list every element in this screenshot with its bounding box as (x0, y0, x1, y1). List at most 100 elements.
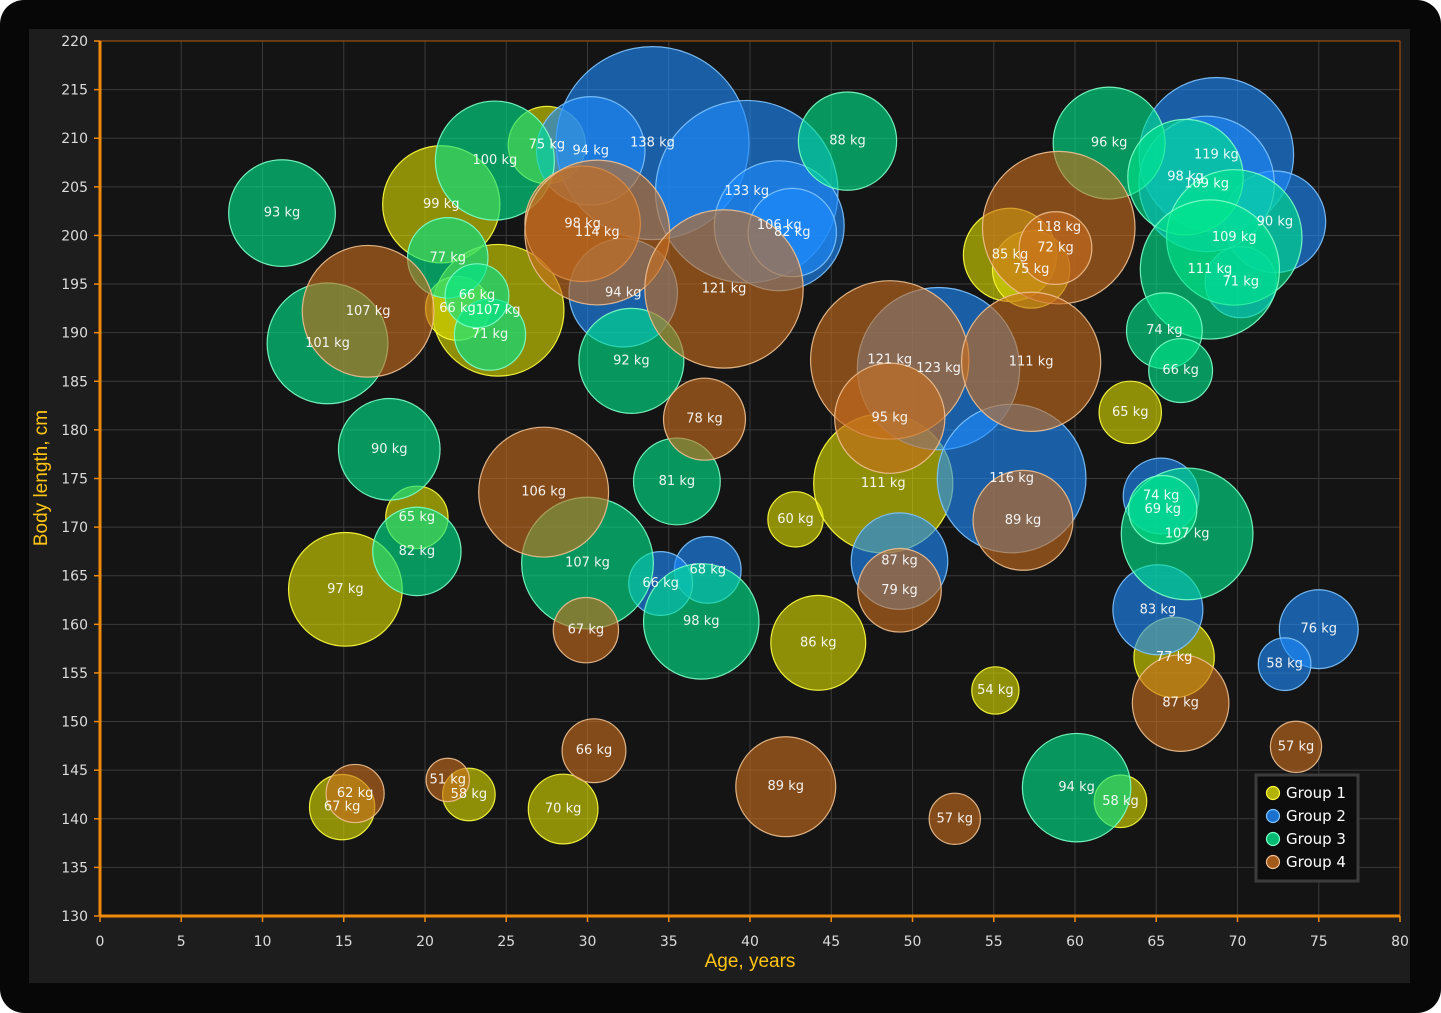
legend-marker (1265, 831, 1281, 847)
bubble-label: 99 kg (423, 197, 459, 212)
bubble-label: 79 kg (881, 583, 917, 598)
bubble-label: 76 kg (1301, 622, 1337, 637)
bubble (325, 763, 385, 824)
bubble (425, 757, 471, 803)
bubble-label: 71 kg (472, 327, 508, 342)
x-tick-label: 40 (741, 934, 759, 950)
bubble-label: 62 kg (337, 786, 373, 801)
bubble-label: 72 kg (1037, 241, 1073, 256)
y-tick-label: 150 (61, 715, 88, 731)
bubble-label: 90 kg (371, 442, 407, 457)
bubble (434, 100, 555, 221)
bubble-label: 100 kg (473, 153, 518, 168)
y-tick-label: 130 (61, 909, 88, 925)
bubble-label: 70 kg (545, 802, 581, 817)
x-tick-label: 75 (1310, 934, 1328, 950)
y-tick-label: 185 (61, 374, 88, 390)
bubble-label: 89 kg (768, 779, 804, 794)
bubble-label: 87 kg (881, 554, 917, 569)
bubble-label: 69 kg (1145, 502, 1181, 517)
bubble-label: 98 kg (683, 614, 719, 629)
bubble-label: 114 kg (575, 225, 620, 240)
bubble-label: 83 kg (1140, 602, 1176, 617)
bubble-label: 121 kg (867, 352, 912, 367)
y-tick-label: 140 (61, 812, 88, 828)
bubble-label: 71 kg (1223, 275, 1259, 290)
bubble-label: 66 kg (459, 288, 495, 303)
bubble-label: 116 kg (989, 471, 1034, 486)
bubble-label: 51 kg (430, 772, 466, 787)
y-tick-label: 210 (61, 131, 88, 147)
bubble (478, 426, 610, 558)
bubble-label: 74 kg (1143, 489, 1179, 504)
bubble (857, 547, 942, 633)
x-tick-label: 25 (497, 934, 515, 950)
bubble-label: 119 kg (1194, 147, 1239, 162)
bubble (960, 291, 1102, 433)
bubble-label: 88 kg (829, 134, 865, 149)
legend-label: Group 4 (1286, 853, 1346, 871)
x-tick-label: 15 (335, 934, 353, 950)
bubble (797, 91, 898, 191)
bubble-label: 118 kg (1036, 220, 1081, 235)
bubble-label: 57 kg (1278, 739, 1314, 754)
bubble-label: 94 kg (573, 143, 609, 158)
bubble-label: 98 kg (564, 216, 600, 231)
y-axis-title: Body length, cm (31, 410, 52, 546)
bubble (642, 563, 760, 680)
bubble-label: 121 kg (702, 281, 747, 296)
bubble-label: 66 kg (439, 301, 475, 316)
bubble-label: 93 kg (264, 206, 300, 221)
y-tick-label: 195 (61, 277, 88, 293)
bubble-label: 68 kg (690, 562, 726, 577)
bubble (770, 594, 867, 691)
x-tick-label: 60 (1066, 934, 1084, 950)
x-tick-label: 0 (96, 934, 105, 950)
y-tick-label: 220 (61, 34, 88, 50)
legend-marker (1265, 854, 1281, 870)
bubble (972, 469, 1074, 571)
bubble-label: 54 kg (977, 683, 1013, 698)
bubble-label: 96 kg (1091, 136, 1127, 151)
bubble (301, 244, 435, 378)
bubble-label: 133 kg (724, 184, 769, 199)
bubble (1098, 380, 1163, 445)
y-tick-label: 215 (61, 83, 88, 99)
legend-label: Group 3 (1286, 830, 1346, 848)
bubble (1269, 720, 1323, 774)
bubble-label: 74 kg (1146, 323, 1182, 338)
y-tick-label: 175 (61, 472, 88, 488)
bubble-label: 77 kg (1156, 650, 1192, 665)
bubble-label: 97 kg (327, 582, 363, 597)
legend-label: Group 2 (1286, 807, 1346, 825)
bubble-label: 109 kg (1184, 176, 1229, 191)
bubble-label: 111 kg (1188, 262, 1233, 277)
bubble (527, 773, 599, 845)
bubble-label: 58 kg (1102, 794, 1138, 809)
bubble-label: 81 kg (659, 474, 695, 489)
legend-label: Group 1 (1286, 784, 1346, 802)
bubble-label: 92 kg (613, 353, 649, 368)
bubble-label: 60 kg (777, 512, 813, 527)
bubble (372, 506, 462, 597)
bubble-label: 106 kg (521, 485, 566, 500)
bubble-label: 94 kg (1058, 780, 1094, 795)
bubble-label: 111 kg (861, 476, 906, 491)
x-tick-label: 45 (822, 934, 840, 950)
bubble (561, 718, 627, 784)
bubble-label: 87 kg (1162, 696, 1198, 711)
bubble (971, 666, 1020, 715)
bubble-label: 65 kg (399, 510, 435, 525)
x-tick-label: 5 (177, 934, 186, 950)
x-tick-label: 30 (579, 934, 597, 950)
bubble-label: 106 kg (757, 218, 802, 233)
y-tick-label: 190 (61, 326, 88, 342)
bubble-label: 66 kg (642, 576, 678, 591)
x-tick-label: 80 (1391, 934, 1409, 950)
bubble-label: 75 kg (529, 138, 565, 153)
bubble-label: 109 kg (1212, 230, 1257, 245)
y-tick-label: 165 (61, 569, 88, 585)
